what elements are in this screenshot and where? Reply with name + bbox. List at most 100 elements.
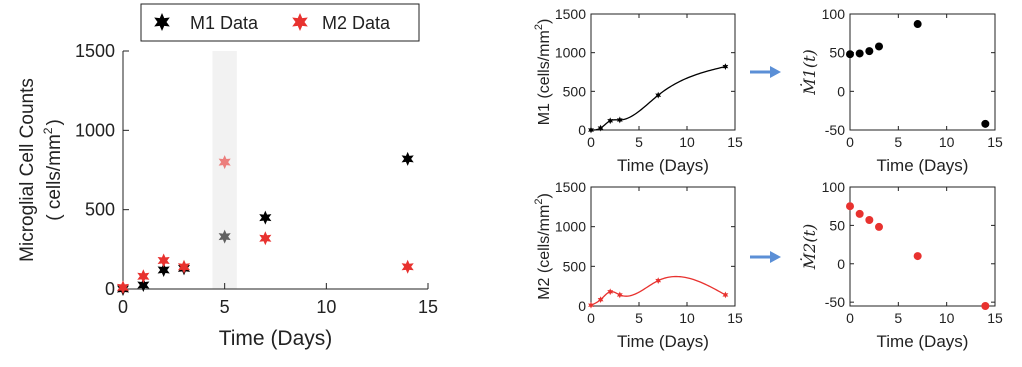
x-tick-label: 0 [587, 310, 595, 326]
data-point-star [655, 277, 662, 285]
data-point-star [722, 63, 729, 70]
x-tick-label: 0 [118, 297, 128, 317]
data-point-dot [855, 209, 864, 218]
y-tick-label: 0 [837, 256, 845, 272]
axes-box [590, 186, 736, 307]
data-point-star [116, 280, 130, 295]
data-point-dot [865, 47, 874, 56]
y-tick-label: 0 [578, 298, 586, 314]
legend-label: M2 Data [322, 13, 391, 33]
y-tick-label: 1500 [555, 179, 586, 195]
y-tick-label: 500 [85, 200, 115, 220]
data-point-star [177, 259, 191, 274]
legend-marker [292, 13, 308, 31]
y-axis-label: M1 (cells/mm2) [533, 19, 553, 126]
axes-box [849, 13, 996, 131]
y-label-pre: M2 (cells/mm [536, 205, 553, 300]
y-label-sup: 2 [533, 199, 545, 205]
data-point-star [607, 288, 614, 296]
y-tick-label: 100 [822, 179, 846, 195]
data-point-star [401, 151, 414, 166]
data-point-dot [913, 20, 922, 29]
panel-m1fit: 0 5 10 15 0 500 1000 1500 Time (Days) M1 (cells/m… [533, 6, 743, 175]
x-tick-label: 15 [727, 134, 743, 150]
y-tick-label: 0 [105, 279, 115, 299]
x-tick-label: 5 [220, 297, 230, 317]
data-point-star [616, 291, 623, 299]
x-tick-label: 0 [846, 134, 854, 150]
axes-box [590, 13, 736, 131]
data-point-star [259, 210, 272, 225]
x-tick-label: 0 [587, 134, 595, 150]
y-axis-label: Ṁ1(t) [799, 49, 819, 95]
arrow-head [770, 66, 781, 78]
data-point-dot [855, 49, 864, 58]
data-point-dot [875, 222, 883, 231]
x-axis-label: Time (Days) [877, 156, 969, 175]
x-tick-label: 0 [846, 310, 854, 326]
data-point-star [401, 259, 414, 274]
y-tick-label: 50 [829, 217, 845, 233]
y-axis-label-units: ( cells/mm2) [41, 119, 65, 221]
y-axis-label: Microglial Cell Counts [17, 78, 38, 262]
y-label-post: ) [536, 19, 553, 24]
y-label-sup: 2 [533, 24, 545, 30]
y-units-sup: 2 [41, 127, 55, 134]
data-point-dot [846, 50, 854, 59]
x-tick-label: 5 [635, 310, 643, 326]
y-tick-label: 500 [563, 258, 587, 274]
x-tick-label: 15 [987, 310, 1003, 326]
x-axis-label: Time (Days) [617, 156, 709, 175]
data-point-star [137, 278, 150, 293]
panel-m2fit: 0 5 10 15 0 500 1000 1500 Time (Days) M2 (cells/m… [533, 179, 743, 351]
flow-arrow [750, 66, 781, 78]
arrow-head [770, 251, 781, 263]
x-tick-label: 10 [939, 134, 955, 150]
y-tick-label: 0 [837, 83, 845, 99]
highlight-band [212, 51, 237, 289]
y-label-post: ) [536, 193, 553, 198]
y-tick-label: 100 [822, 6, 846, 22]
axes-box [849, 186, 996, 307]
data-point-dot [875, 42, 883, 51]
x-tick-label: 15 [727, 310, 743, 326]
x-tick-label: 10 [316, 297, 336, 317]
y-label-pre: M1 (cells/mm [536, 30, 553, 125]
x-tick-label: 15 [987, 134, 1003, 150]
data-point-star [137, 269, 150, 284]
y-units-post: ) [44, 119, 65, 125]
x-axis-label: Time (Days) [877, 332, 969, 351]
data-point-star [259, 231, 272, 246]
legend: M1 Data M2 Data [140, 3, 420, 42]
data-point-star [616, 116, 623, 124]
data-point-dot [981, 302, 990, 310]
y-tick-label: 500 [563, 83, 587, 99]
data-point-dot [913, 252, 922, 261]
y-tick-label: 50 [829, 45, 845, 61]
data-point-dot [846, 202, 854, 211]
x-tick-label: 5 [894, 134, 902, 150]
data-point-star [607, 117, 614, 125]
x-axis-label: Time (Days) [219, 327, 333, 350]
y-tick-label: -50 [825, 122, 845, 138]
y-tick-label: 1000 [75, 120, 115, 140]
data-point-star [597, 296, 604, 304]
y-tick-label: 0 [578, 122, 586, 138]
x-tick-label: 5 [894, 310, 902, 326]
data-point-star [157, 253, 170, 268]
y-tick-label: 1000 [555, 45, 586, 61]
data-point-star [588, 126, 594, 134]
y-units-pre: ( cells/mm [44, 134, 65, 221]
data-point-dot [981, 119, 990, 128]
data-point-star [588, 301, 594, 309]
x-tick-label: 10 [679, 134, 695, 150]
legend-box [140, 3, 420, 42]
data-point-star [157, 262, 170, 277]
legend-marker [154, 13, 170, 31]
legend-label: M1 Data [190, 13, 259, 33]
data-point-star [597, 124, 604, 132]
y-axis-label: M2 (cells/mm2) [533, 193, 553, 300]
